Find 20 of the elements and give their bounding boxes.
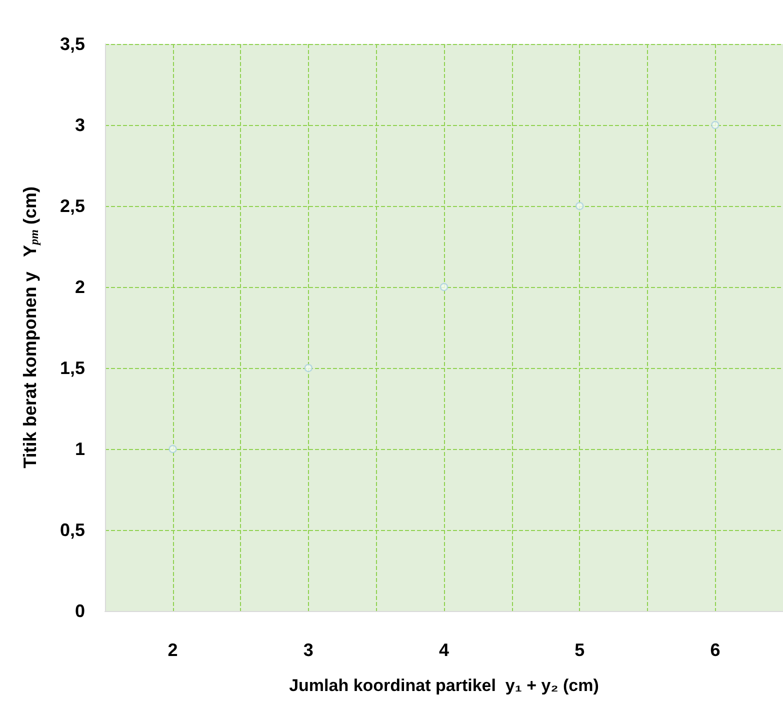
- x-tick-label: 2: [168, 640, 178, 660]
- y-axis-title: Titik berat komponen y Ypm (cm): [20, 186, 41, 468]
- y-tick-label: 2: [74, 277, 85, 297]
- x-tick-label: 4: [438, 640, 450, 660]
- y-tick-label: 0,5: [60, 520, 85, 540]
- point: [576, 202, 584, 210]
- x-axis-title: Jumlah koordinat partikel y₁ + y₂ (cm): [289, 676, 599, 695]
- point: [711, 120, 720, 130]
- y-tick-label: 2,5: [60, 196, 85, 216]
- point: [304, 364, 312, 372]
- y-tick-label: 1,5: [60, 358, 85, 378]
- x-tick-label: 5: [574, 640, 585, 660]
- x-tick-label: 6: [710, 640, 720, 660]
- y-tick-label: 1: [74, 439, 85, 459]
- y-tick-label: 0: [74, 601, 85, 621]
- y-tick-label: 3,5: [60, 34, 85, 54]
- point: [440, 282, 448, 292]
- point: [168, 444, 177, 454]
- y-tick-label: 3: [74, 115, 85, 135]
- x-tick-label: 3: [303, 640, 314, 660]
